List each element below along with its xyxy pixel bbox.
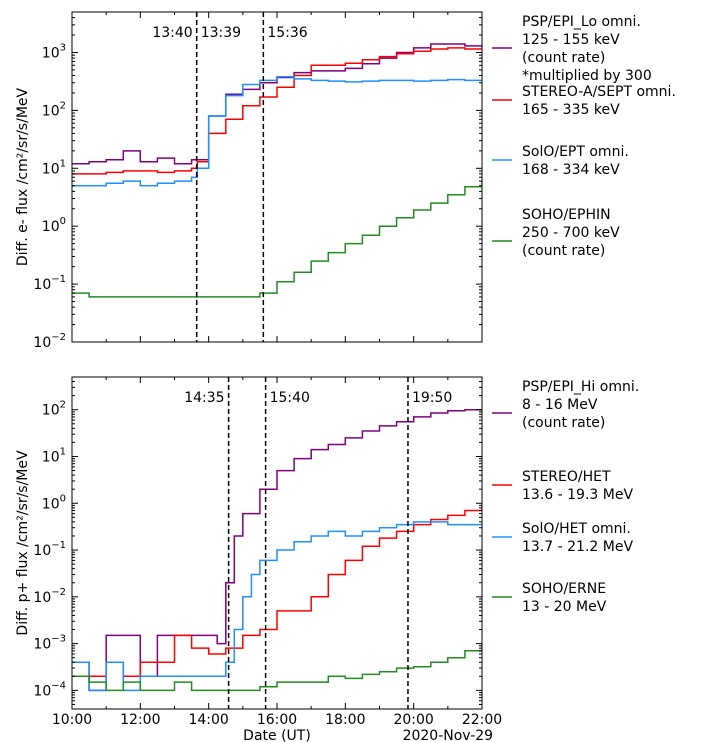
ytick-exponent: 2	[60, 100, 66, 111]
top-series-3-line	[72, 181, 482, 298]
bottom-xtick-label-5: 20:00	[393, 712, 433, 728]
bottom-series-2-line	[72, 521, 482, 692]
ytick-base: 10	[42, 496, 60, 512]
ytick-base: 10	[42, 403, 60, 419]
bottom-ytick-label-6: 102	[42, 400, 66, 419]
ytick-exponent: 3	[60, 42, 66, 53]
top-legend-label-0-2: (count rate)	[522, 50, 605, 66]
ytick-exponent: −3	[51, 634, 66, 645]
bottom-legend-label-1-0: STEREO/HET	[522, 469, 611, 485]
bottom-ytick-label-3: 10−1	[33, 540, 66, 559]
top-series-0-line	[72, 43, 482, 165]
top-ytick-label-2: 100	[42, 216, 66, 235]
top-panel: 13:40 13:39 15:3610−210−1100101102103Diff.…	[15, 11, 676, 351]
top-legend-label-0-1: 125 - 155 keV	[522, 32, 620, 48]
date-label: 2020-Nov-29	[403, 728, 494, 742]
top-legend-label-3-1: 250 - 700 keV	[522, 225, 620, 241]
bottom-xtick-label-3: 16:00	[257, 712, 297, 728]
ytick-base: 10	[42, 103, 60, 119]
bottom-y-axis-label: Diff. p+ flux /cm²/sr/s/MeV	[15, 450, 31, 636]
top-legend-label-0-3: *multiplied by 300	[522, 68, 652, 84]
bottom-event-label-1: 15:40	[270, 390, 310, 406]
bottom-ytick-label-1: 10−3	[33, 634, 66, 653]
ytick-exponent: 1	[60, 446, 66, 457]
bottom-panel: 14:35 15:40 19:5010−410−310−210−1100101102…	[15, 376, 639, 742]
bottom-ytick-label-2: 10−2	[33, 587, 66, 606]
top-series-1-line	[72, 47, 482, 175]
bottom-legend-label-2-0: SolO/HET omni.	[522, 521, 631, 537]
ytick-base: 10	[42, 219, 60, 235]
top-ytick-label-3: 101	[42, 158, 66, 177]
top-ytick-label-4: 102	[42, 100, 66, 119]
ytick-base: 10	[42, 161, 60, 177]
ytick-exponent: −4	[51, 680, 66, 691]
top-y-axis-label: Diff. e- flux /cm²/sr/s/MeV	[15, 87, 31, 266]
ytick-exponent: −2	[51, 587, 66, 598]
top-legend-label-2-1: 168 - 334 keV	[522, 162, 620, 178]
bottom-legend-label-1-1: 13.6 - 19.3 MeV	[522, 487, 633, 503]
top-ytick-label-5: 103	[42, 42, 66, 61]
top-legend-label-3-0: SOHO/EPHIN	[522, 207, 611, 223]
top-ytick-label-0: 10−2	[33, 332, 66, 351]
bottom-ytick-label-0: 10−4	[33, 680, 66, 699]
top-legend-label-1-1: 165 - 335 keV	[522, 102, 620, 118]
ytick-exponent: 0	[60, 216, 66, 227]
ytick-base: 10	[33, 335, 51, 351]
ytick-base: 10	[42, 45, 60, 61]
bottom-xtick-label-4: 18:00	[325, 712, 365, 728]
ytick-base: 10	[33, 543, 51, 559]
bottom-legend-label-0-2: (count rate)	[522, 415, 605, 431]
top-event-label-2: 15:36	[267, 25, 307, 41]
bottom-legend-label-0-0: PSP/EPI_Hi omni.	[522, 379, 639, 395]
bottom-ytick-label-5: 101	[42, 446, 66, 465]
ytick-base: 10	[42, 449, 60, 465]
ytick-exponent: 0	[60, 493, 66, 504]
top-legend-label-3-2: (count rate)	[522, 243, 605, 259]
bottom-legend-label-3-1: 13 - 20 MeV	[522, 599, 607, 615]
top-event-label-1: 13:39	[201, 25, 241, 41]
bottom-xtick-label-2: 14:00	[188, 712, 228, 728]
top-series-group	[72, 43, 482, 298]
top-legend-label-1-0: STEREO-A/SEPT omni.	[522, 84, 676, 100]
bottom-ytick-label-4: 100	[42, 493, 66, 512]
ytick-exponent: −1	[51, 274, 66, 285]
bottom-legend-label-2-1: 13.7 - 21.2 MeV	[522, 539, 633, 555]
ytick-base: 10	[33, 637, 51, 653]
bottom-series-1-line	[72, 506, 482, 678]
top-legend-label-2-0: SolO/EPT omni.	[522, 144, 629, 160]
bottom-xtick-label-1: 12:00	[120, 712, 160, 728]
top-series-2-line	[72, 76, 482, 187]
ytick-base: 10	[33, 590, 51, 606]
ytick-base: 10	[33, 683, 51, 699]
bottom-series-3-line	[72, 643, 482, 692]
ytick-base: 10	[33, 277, 51, 293]
ytick-exponent: 1	[60, 158, 66, 169]
bottom-legend-label-3-0: SOHO/ERNE	[522, 581, 606, 597]
bottom-xtick-label-0: 10:00	[52, 712, 92, 728]
ytick-exponent: −2	[51, 332, 66, 343]
x-axis-label: Date (UT)	[243, 728, 311, 742]
ytick-exponent: 2	[60, 400, 66, 411]
bottom-xtick-label-6: 22:00	[462, 712, 502, 728]
ytick-exponent: −1	[51, 540, 66, 551]
bottom-legend-label-0-1: 8 - 16 MeV	[522, 397, 598, 413]
top-ytick-label-1: 10−1	[33, 274, 66, 293]
bottom-series-group	[72, 408, 482, 692]
top-event-label-0: 13:40	[152, 25, 192, 41]
bottom-plot-frame	[71, 376, 483, 710]
top-legend-label-0-0: PSP/EPI_Lo omni.	[522, 14, 641, 30]
bottom-event-label-0: 14:35	[184, 390, 224, 406]
bottom-event-label-2: 19:50	[412, 390, 452, 406]
